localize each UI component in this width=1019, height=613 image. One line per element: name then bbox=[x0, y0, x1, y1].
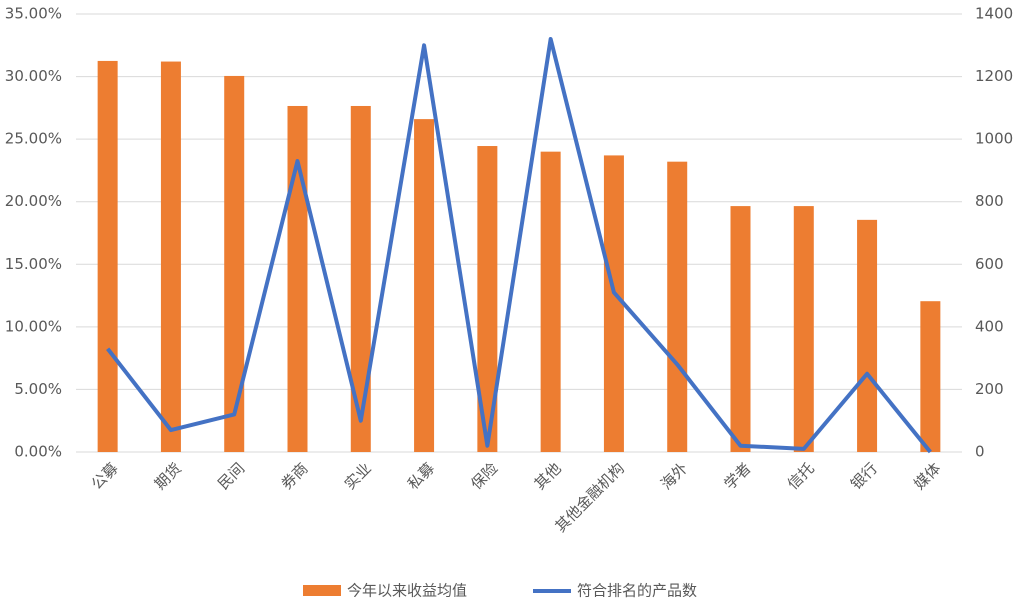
x-tick-label: 其他 bbox=[531, 459, 565, 493]
y2-tick-label: 400 bbox=[975, 317, 1004, 335]
bar bbox=[160, 61, 181, 452]
y2-tick-label: 1400 bbox=[975, 5, 1013, 23]
y2-tick-label: 1200 bbox=[975, 67, 1013, 85]
y-tick-label: 25.00% bbox=[5, 130, 62, 148]
y-tick-label: 0.00% bbox=[14, 443, 62, 461]
x-tick-label: 信托 bbox=[784, 459, 818, 493]
x-tick-label: 期货 bbox=[151, 459, 185, 493]
x-tick-label: 券商 bbox=[278, 459, 312, 493]
y-tick-label: 30.00% bbox=[5, 67, 62, 85]
x-tick-label: 保险 bbox=[467, 459, 501, 493]
x-tick-label: 媒体 bbox=[910, 459, 944, 493]
legend-label: 今年以来收益均值 bbox=[347, 582, 467, 600]
legend-label: 符合排名的产品数 bbox=[577, 582, 697, 600]
bar bbox=[414, 119, 435, 453]
bar bbox=[350, 105, 371, 452]
y2-tick-label: 600 bbox=[975, 255, 1004, 273]
x-tick-label: 海外 bbox=[657, 459, 691, 493]
bar bbox=[224, 75, 245, 453]
y-tick-label: 15.00% bbox=[5, 255, 62, 273]
y2-tick-label: 1000 bbox=[975, 130, 1013, 148]
bar bbox=[857, 219, 878, 452]
bar bbox=[667, 161, 688, 452]
line bbox=[106, 37, 932, 454]
bar bbox=[793, 206, 814, 452]
bar bbox=[540, 151, 561, 452]
x-tick-label: 银行 bbox=[847, 459, 881, 493]
y2-tick-label: 200 bbox=[975, 380, 1004, 398]
x-tick-label: 民间 bbox=[214, 459, 248, 493]
bar bbox=[97, 60, 118, 453]
bar bbox=[730, 206, 751, 452]
bar bbox=[603, 155, 624, 452]
y-tick-label: 10.00% bbox=[5, 317, 62, 335]
x-tick-label: 实业 bbox=[341, 459, 375, 493]
y-tick-label: 35.00% bbox=[5, 5, 62, 23]
bar bbox=[920, 301, 941, 452]
bar bbox=[477, 146, 498, 453]
x-tick-label: 私募 bbox=[404, 459, 438, 493]
x-tick-label: 公募 bbox=[88, 459, 122, 493]
legend-swatch bbox=[303, 585, 341, 596]
bar bbox=[287, 105, 308, 452]
y-tick-label: 20.00% bbox=[5, 192, 62, 210]
y2-tick-label: 0 bbox=[975, 443, 985, 461]
x-tick-label: 学者 bbox=[721, 459, 755, 493]
y-tick-label: 5.00% bbox=[14, 380, 62, 398]
y2-tick-label: 800 bbox=[975, 192, 1004, 210]
